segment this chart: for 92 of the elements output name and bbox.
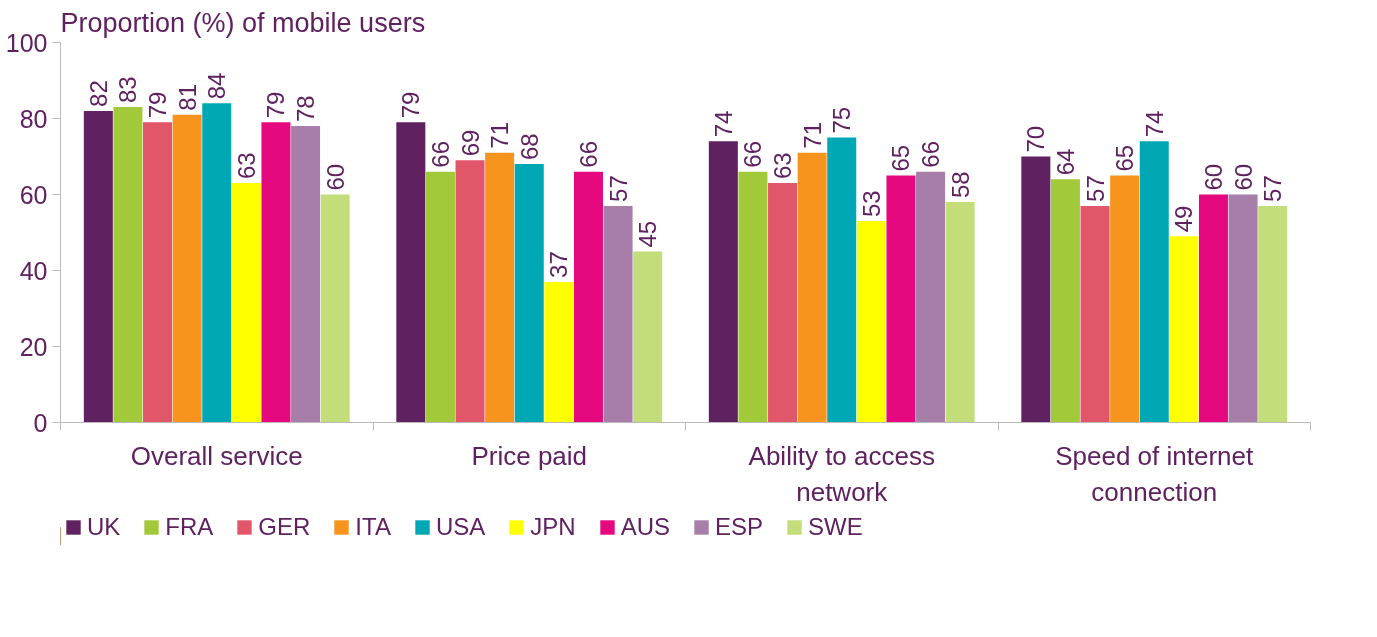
data-label: 78 <box>292 95 320 123</box>
bar <box>1258 205 1288 423</box>
x-tick-label: Price paid <box>471 440 588 471</box>
legend-label: USA <box>435 513 486 541</box>
data-label: 58 <box>946 171 974 199</box>
bar <box>544 281 574 423</box>
bar <box>1228 194 1258 423</box>
bar <box>172 114 202 423</box>
legend-label: ITA <box>355 513 391 541</box>
data-label: 71 <box>798 122 826 149</box>
y-tick-label: 40 <box>19 256 48 285</box>
data-label: 71 <box>486 122 514 149</box>
bar <box>202 103 232 423</box>
data-label: 37 <box>545 251 573 278</box>
bar <box>856 221 886 423</box>
bar <box>738 171 768 423</box>
bar <box>768 183 798 423</box>
bar <box>916 171 946 423</box>
bar <box>708 141 738 423</box>
data-label: 79 <box>397 91 425 119</box>
bar <box>261 122 291 423</box>
data-label: 82 <box>84 80 112 107</box>
data-label: 84 <box>203 72 231 100</box>
legend-label: ESP <box>714 513 764 541</box>
data-label: 45 <box>634 220 662 248</box>
data-label: 57 <box>1081 175 1109 202</box>
data-label: 63 <box>232 152 260 180</box>
data-label: 69 <box>456 129 484 157</box>
data-label: 74 <box>709 110 737 138</box>
bar <box>83 110 113 423</box>
data-label: 81 <box>173 84 201 111</box>
data-label: 53 <box>857 190 885 218</box>
legend-label: UK <box>87 513 121 541</box>
data-label: 60 <box>1199 163 1227 191</box>
data-label: 63 <box>769 152 797 180</box>
data-label: 60 <box>1229 163 1257 191</box>
data-label: 75 <box>828 106 856 134</box>
bar <box>396 122 426 423</box>
data-label: 49 <box>1170 205 1198 233</box>
bar <box>425 171 455 423</box>
data-label: 74 <box>1140 110 1168 138</box>
data-label: 57 <box>604 175 632 202</box>
x-tick-label: Ability to access network <box>748 440 935 507</box>
bar <box>1198 194 1228 423</box>
bar <box>603 205 633 423</box>
bar <box>1050 179 1080 423</box>
y-tick-label: 80 <box>19 104 48 133</box>
data-label: 66 <box>917 141 945 168</box>
data-label: 79 <box>262 91 290 119</box>
bar <box>1080 205 1110 423</box>
bar <box>945 202 975 423</box>
bar <box>455 160 485 423</box>
data-label: 68 <box>515 133 543 161</box>
data-label: 65 <box>1111 144 1139 172</box>
y-tick-label: 100 <box>5 28 48 57</box>
bar <box>886 175 916 423</box>
data-label: 64 <box>1051 148 1079 176</box>
data-label: 79 <box>144 91 172 119</box>
data-label: 66 <box>574 141 602 168</box>
bar <box>514 164 544 423</box>
bar <box>1021 156 1051 423</box>
data-label: 60 <box>321 163 349 191</box>
bar <box>1169 236 1199 423</box>
x-tick-label: Speed of internet connection <box>1055 440 1255 507</box>
bar <box>1139 141 1169 423</box>
bar <box>291 126 321 423</box>
legend-label: AUS <box>620 513 670 541</box>
y-axis-title: Proportion (%) of mobile users <box>60 7 426 38</box>
data-label: 65 <box>887 144 915 172</box>
legend-label: SWE <box>808 513 863 541</box>
data-label: 66 <box>739 141 767 168</box>
bar <box>320 194 350 423</box>
bar <box>485 152 515 423</box>
legend-label: FRA <box>165 513 214 541</box>
legend-label: GER <box>258 513 311 541</box>
y-tick-label: 60 <box>19 180 48 209</box>
y-tick-label: 0 <box>33 408 48 437</box>
bar <box>573 171 603 423</box>
data-label: 57 <box>1259 175 1287 202</box>
bar <box>827 137 857 423</box>
data-label: 70 <box>1022 125 1050 153</box>
legend-label: JPN <box>530 513 576 541</box>
data-label: 66 <box>426 141 454 168</box>
bar <box>231 183 261 423</box>
bar <box>797 152 827 423</box>
x-tick-label: Overall service <box>130 440 303 471</box>
bar <box>633 251 663 423</box>
y-tick-label: 20 <box>19 332 48 361</box>
bar <box>143 122 173 423</box>
bar <box>113 107 143 423</box>
data-label: 83 <box>114 76 142 104</box>
bar <box>1110 175 1140 423</box>
